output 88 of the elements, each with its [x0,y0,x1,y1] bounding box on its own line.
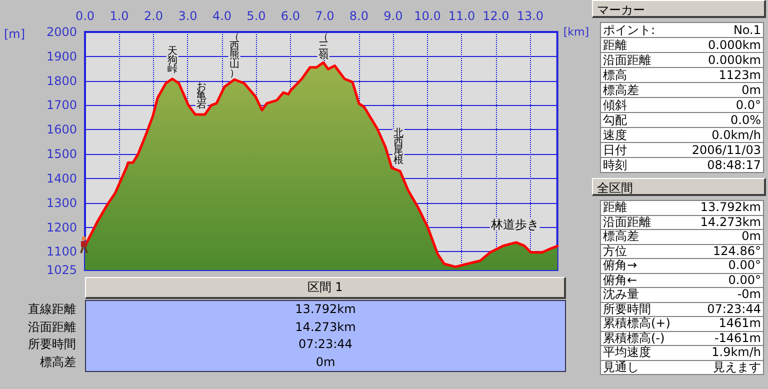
text: 0.000km [708,38,761,52]
text: マーカー [592,0,766,18]
text: 標高差 [603,229,639,244]
text: 0.00° [728,258,761,272]
text: 見えます [713,360,761,374]
text: 0.000km [708,53,761,67]
text: 0.0° [736,98,761,112]
y-tick-label: 1600 [46,122,77,137]
text: No.1 [733,23,761,37]
text: 距離 [603,200,627,214]
text: -0m [737,287,761,302]
text: 0.00° [728,272,761,287]
text: 累積標高(-) [603,330,665,345]
y-tick-label: 1400 [46,171,77,186]
text: 0m [742,229,761,244]
y-tick-label: 1500 [46,147,77,162]
text: 標高差 [603,83,639,97]
text: 08:48:17 [707,158,761,172]
y-tick-label: 1025 [46,263,77,277]
y-tick-label: 2000 [46,25,77,39]
text: ポイント: [603,23,656,37]
text: 見通し [603,360,639,374]
x-axis-title: [km] [563,26,590,38]
y-tick-label: 1800 [46,74,77,88]
y-tick-label: 1900 [46,49,77,64]
text: 距離 [603,38,627,52]
annotation: お亀岩 [196,82,206,111]
text: 所要時間 [603,302,651,316]
x-tick-label: 11.0 [448,9,476,23]
x-tick-label: 1.0 [110,9,129,23]
text: 2006/11/03 [692,143,761,157]
text: 0.0% [730,113,761,127]
text: 日付 [603,143,627,157]
text: 0.0km/h [712,128,761,142]
x-tick-label: 4.0 [212,9,232,23]
text: -1461m [714,330,761,345]
x-tick-label: 10.0 [414,9,441,23]
text: 方位 [603,244,627,258]
text: 13.792km [700,200,761,214]
text: 俯角← [603,272,638,287]
text: 速度 [603,128,627,142]
y-tick-label: 1700 [46,98,77,112]
x-tick-label: 9.0 [384,9,403,23]
x-tick-label: 5.0 [246,9,266,23]
x-tick-label: 7.0 [315,9,334,23]
text: 14.273km [700,214,761,229]
text: 1.9km/h [712,345,761,360]
text: 124.86° [713,244,761,258]
text: 07:23:44 [298,336,354,353]
x-tick-label: 0.0 [75,9,95,23]
text: 沿面距離 [603,214,651,229]
x-tick-label: 6.0 [280,9,300,23]
text: 07:23:44 [707,302,761,316]
text: 全区間 [592,178,766,196]
text: 俯角→ [603,258,638,272]
text: 傾斜 [603,98,627,112]
x-tick-label: 3.0 [178,9,198,23]
x-tick-label: 13.0 [516,9,544,23]
text: 標高差 [39,354,76,370]
annotation: 北西尾根 [393,126,404,166]
text: 0m [314,354,336,370]
x-tick-label: 2.0 [144,9,164,23]
text: 1123m [718,68,761,82]
text: 標高 [603,68,627,82]
annotation: （西熊山） [229,32,240,79]
x-tick-label: 12.0 [482,9,510,23]
y-tick-label: 1100 [46,244,77,259]
text: 勾配 [603,113,627,127]
text: 沈み量 [603,287,639,302]
x-tick-label: 8.0 [349,9,369,23]
text: 区間 1 [85,277,566,299]
text: 沿面距離 [603,53,651,67]
annotation: （三嶺 [318,32,328,61]
text: 13.792km [294,301,357,318]
text: 14.273km [294,318,357,336]
y-tick-label: 1300 [46,196,77,210]
text: 1461m [718,316,761,330]
text: 時刻 [603,158,627,172]
text: 所要時間 [27,336,76,353]
text: 直線距離 [27,301,76,318]
text: 平均速度 [603,345,651,360]
annotation: 林道歩き [490,217,539,232]
y-axis-title: [m] [4,27,26,41]
text: 沿面距離 [27,318,76,336]
y-tick-label: 1200 [46,220,77,234]
annotation: 天狗峠 [167,46,178,75]
text: 0m [742,83,761,97]
text: 累積標高(+) [603,316,670,330]
